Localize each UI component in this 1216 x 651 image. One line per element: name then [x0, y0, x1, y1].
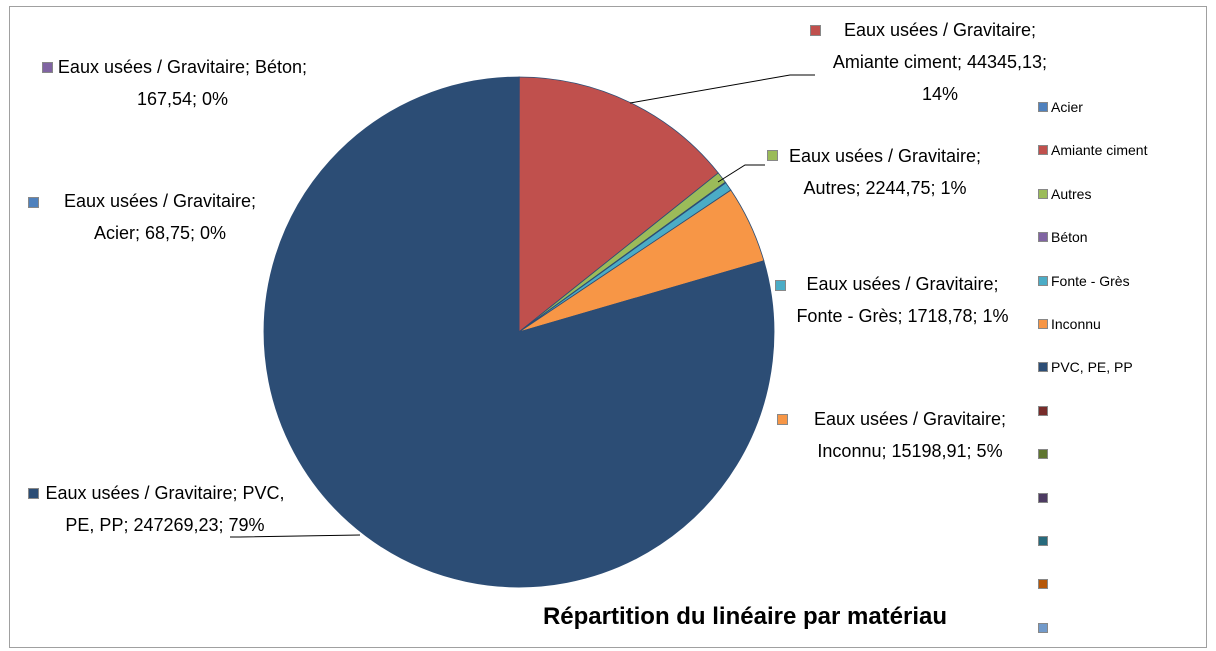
chart-frame — [9, 6, 1207, 648]
data-label: Eaux usées / Gravitaire; Autres; 2244,75… — [788, 146, 982, 198]
pie-slice — [263, 76, 775, 588]
data-label: Eaux usées / Gravitaire; Fonte - Grès; 1… — [796, 274, 1009, 326]
data-label-marker — [810, 25, 821, 36]
legend-marker — [1038, 579, 1048, 590]
legend-label: Acier — [1051, 99, 1083, 115]
data-label: Eaux usées / Gravitaire; Inconnu; 15198,… — [813, 409, 1007, 461]
data-label-marker — [28, 488, 39, 499]
legend-label: Inconnu — [1051, 316, 1101, 332]
legend-marker — [1038, 405, 1048, 416]
chart-title: Répartition du linéaire par matériau — [542, 603, 948, 630]
data-label-marker — [777, 414, 788, 425]
legend-marker — [1038, 319, 1048, 329]
legend-marker — [1038, 362, 1048, 373]
legend-label: Fonte - Grès — [1051, 272, 1130, 289]
pie-slice — [518, 76, 719, 333]
legend-marker — [1038, 232, 1048, 243]
legend-marker — [1038, 536, 1048, 546]
data-label-marker — [42, 62, 53, 73]
legend-marker — [1038, 102, 1048, 112]
data-label-marker — [767, 150, 778, 161]
legend-marker — [1038, 622, 1048, 633]
legend-marker — [1038, 492, 1048, 503]
data-label-marker — [28, 197, 39, 208]
legend-label: PVC, PE, PP — [1051, 359, 1133, 376]
legend-label: Amiante ciment — [1051, 142, 1148, 159]
legend-marker — [1038, 449, 1048, 460]
legend-marker — [1038, 145, 1048, 156]
data-label: Eaux usées / Gravitaire; Acier; 68,75; 0… — [63, 191, 257, 243]
data-label: Eaux usées / Gravitaire; PVC, PE, PP; 24… — [45, 483, 285, 535]
legend-label: Autres — [1051, 185, 1092, 202]
legend-marker — [1038, 188, 1048, 199]
data-label: Eaux usées / Gravitaire; Amiante ciment;… — [832, 20, 1048, 104]
leader-line — [629, 74, 815, 104]
legend-marker — [1038, 275, 1048, 286]
leader-line — [717, 164, 765, 183]
legend-label: Béton — [1051, 229, 1088, 246]
data-label-marker — [775, 280, 786, 291]
data-label: Eaux usées / Gravitaire; Béton; 167,54; … — [57, 57, 308, 109]
leader-line — [230, 534, 361, 538]
